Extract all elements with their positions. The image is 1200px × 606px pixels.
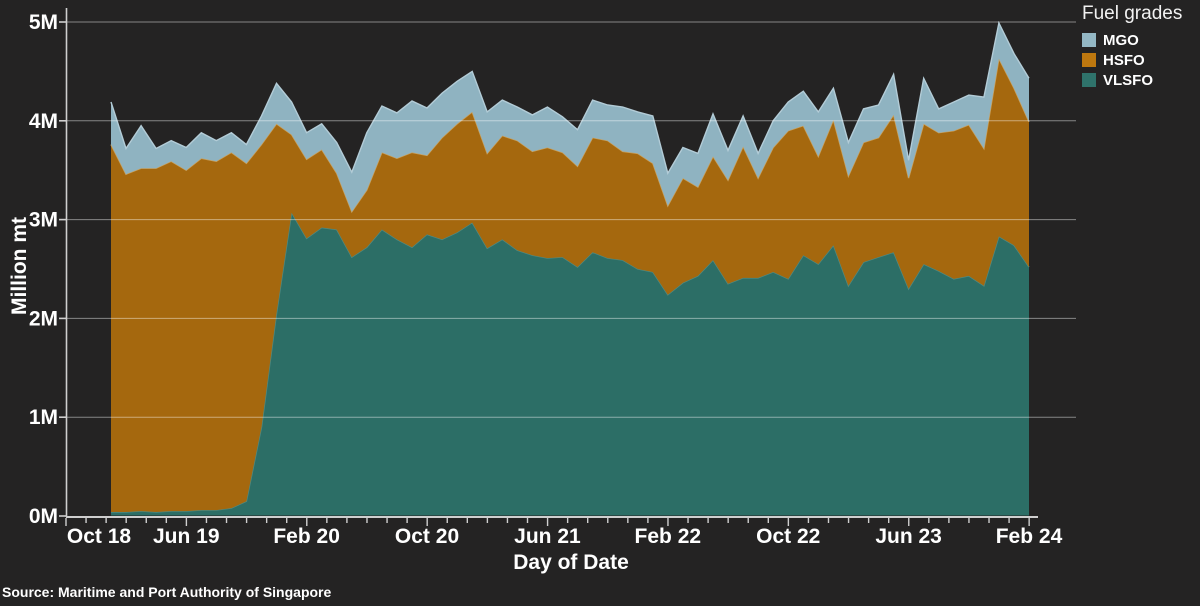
y-tick-label: 2M: [29, 307, 58, 330]
y-tick-label: 4M: [29, 110, 58, 133]
y-tick-label: 3M: [29, 209, 58, 232]
x-tick-label: Oct 18: [67, 525, 132, 548]
legend-item-label: VLSFO: [1103, 71, 1154, 89]
legend-item-vlsfo[interactable]: VLSFO: [1082, 70, 1182, 90]
area-mgo[interactable]: [111, 23, 1029, 212]
x-tick-label: Feb 20: [273, 525, 340, 548]
x-tick-label: Jun 23: [875, 525, 942, 548]
source-note: Source: Maritime and Port Authority of S…: [2, 584, 332, 600]
area-hsfo[interactable]: [111, 58, 1029, 512]
area-vlsfo[interactable]: [111, 212, 1029, 516]
x-tick-label: Feb 24: [996, 525, 1063, 548]
y-axis-title: Million mt: [8, 217, 31, 315]
x-tick-label: Jun 19: [153, 525, 220, 548]
x-tick-label: Oct 20: [395, 525, 459, 548]
x-tick-label: Oct 22: [756, 525, 820, 548]
area-edge-mgo: [110, 20, 1030, 176]
legend-title: Fuel grades: [1082, 3, 1183, 24]
x-tick-label: Feb 22: [635, 525, 702, 548]
y-tick-label: 5M: [29, 11, 58, 34]
legend-swatch-hsfo: [1082, 53, 1096, 67]
y-tick-label: 1M: [29, 406, 58, 429]
x-axis-title: Day of Date: [513, 551, 629, 574]
x-tick-label: Jun 21: [514, 525, 581, 548]
legend: Fuel grades MGO HSFO VLSFO: [1082, 2, 1182, 90]
legend-item-label: MGO: [1103, 31, 1139, 49]
legend-item-label: HSFO: [1103, 51, 1145, 69]
y-tick-label: 0M: [29, 505, 58, 528]
legend-item-hsfo[interactable]: HSFO: [1082, 50, 1182, 70]
legend-swatch-vlsfo: [1082, 73, 1096, 87]
legend-swatch-mgo: [1082, 33, 1096, 47]
legend-item-mgo[interactable]: MGO: [1082, 30, 1182, 50]
